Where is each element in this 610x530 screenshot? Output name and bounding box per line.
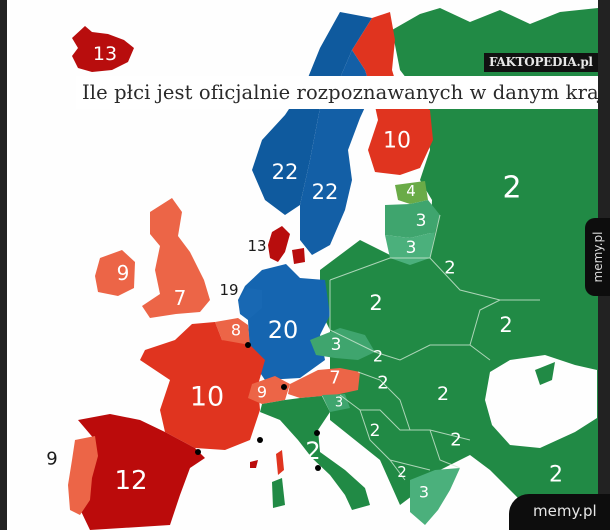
label-lithuania: 3 (406, 238, 417, 258)
city-dot (314, 430, 320, 436)
map-title: Ile płci jest oficjalnie rozpoznawanych … (76, 76, 598, 109)
label-slovenia: 3 (335, 396, 343, 411)
label-russia: 2 (502, 171, 521, 206)
label-latvia: 3 (416, 211, 427, 231)
region-belgium (215, 318, 250, 346)
city-dot (195, 449, 201, 455)
black-sea (485, 355, 597, 448)
label-austria: 7 (329, 368, 340, 389)
label-spain: 12 (114, 466, 147, 496)
label-italy: 2 (305, 437, 320, 465)
memy-bottom-label: memy.pl (533, 502, 597, 520)
region-iceland (72, 26, 134, 72)
label-iceland: 13 (93, 43, 117, 65)
label-belgium: 8 (231, 321, 241, 340)
region-greece (410, 468, 460, 525)
city-dot (315, 465, 321, 471)
label-netherlands: 19 (219, 281, 238, 299)
city-dot (257, 437, 263, 443)
label-france: 10 (190, 382, 224, 413)
label-czechia: 3 (331, 335, 342, 355)
region-netherlands (238, 288, 262, 320)
region-lithuania (385, 232, 435, 265)
memy-side-badge[interactable]: memy.pl (585, 218, 610, 296)
map-frame: 13 22 22 10 2 4 3 3 2 13 9 7 19 8 20 2 2… (7, 0, 598, 530)
label-switzerland: 9 (257, 383, 267, 402)
region-estonia (395, 181, 428, 204)
region-sardinia (272, 478, 285, 508)
region-uk (142, 198, 210, 318)
region-slovenia (322, 394, 350, 412)
label-germany: 20 (268, 316, 299, 344)
region-spain (78, 414, 205, 530)
city-dot (281, 384, 287, 390)
region-austria (288, 368, 360, 398)
region-italy (260, 396, 370, 510)
label-norway: 22 (272, 160, 299, 184)
label-croatia-bosnia: 2 (370, 421, 381, 441)
region-ireland (95, 250, 135, 296)
region-france (140, 322, 265, 450)
label-ireland: 9 (117, 261, 130, 285)
label-bulgaria: 2 (450, 430, 461, 451)
label-finland: 10 (383, 129, 411, 154)
label-belarus: 2 (444, 258, 455, 279)
region-latvia (385, 200, 440, 238)
label-turkey: 2 (549, 463, 563, 488)
region-corsica (276, 450, 284, 475)
label-portugal: 9 (46, 449, 57, 470)
europe-map: 13 22 22 10 2 4 3 3 2 13 9 7 19 8 20 2 2… (46, 8, 598, 530)
memy-side-label: memy.pl (590, 231, 605, 283)
region-portugal (68, 436, 98, 515)
region-czechia (310, 328, 375, 360)
region-denmark (268, 226, 305, 264)
label-estonia: 4 (406, 182, 416, 200)
region-switzerland (248, 376, 290, 404)
label-greece: 3 (419, 483, 429, 502)
label-romania: 2 (437, 383, 449, 405)
region-norway (252, 12, 372, 215)
label-sweden: 22 (312, 180, 339, 204)
faktopedia-watermark: FAKTOPEDIA.pl (484, 53, 598, 72)
city-dot (245, 342, 251, 348)
label-uk: 7 (174, 286, 187, 310)
label-poland: 2 (369, 291, 382, 315)
label-slovakia: 2 (373, 347, 383, 366)
label-hungary: 2 (377, 373, 388, 394)
label-denmark: 13 (247, 237, 266, 255)
label-ukraine: 2 (499, 313, 512, 337)
country-borders (329, 214, 540, 481)
memy-bottom-badge[interactable]: memy.pl (509, 494, 610, 530)
region-crimea (535, 362, 555, 385)
region-balearic (250, 460, 258, 468)
label-montenegro-albania: 2 (397, 463, 407, 481)
